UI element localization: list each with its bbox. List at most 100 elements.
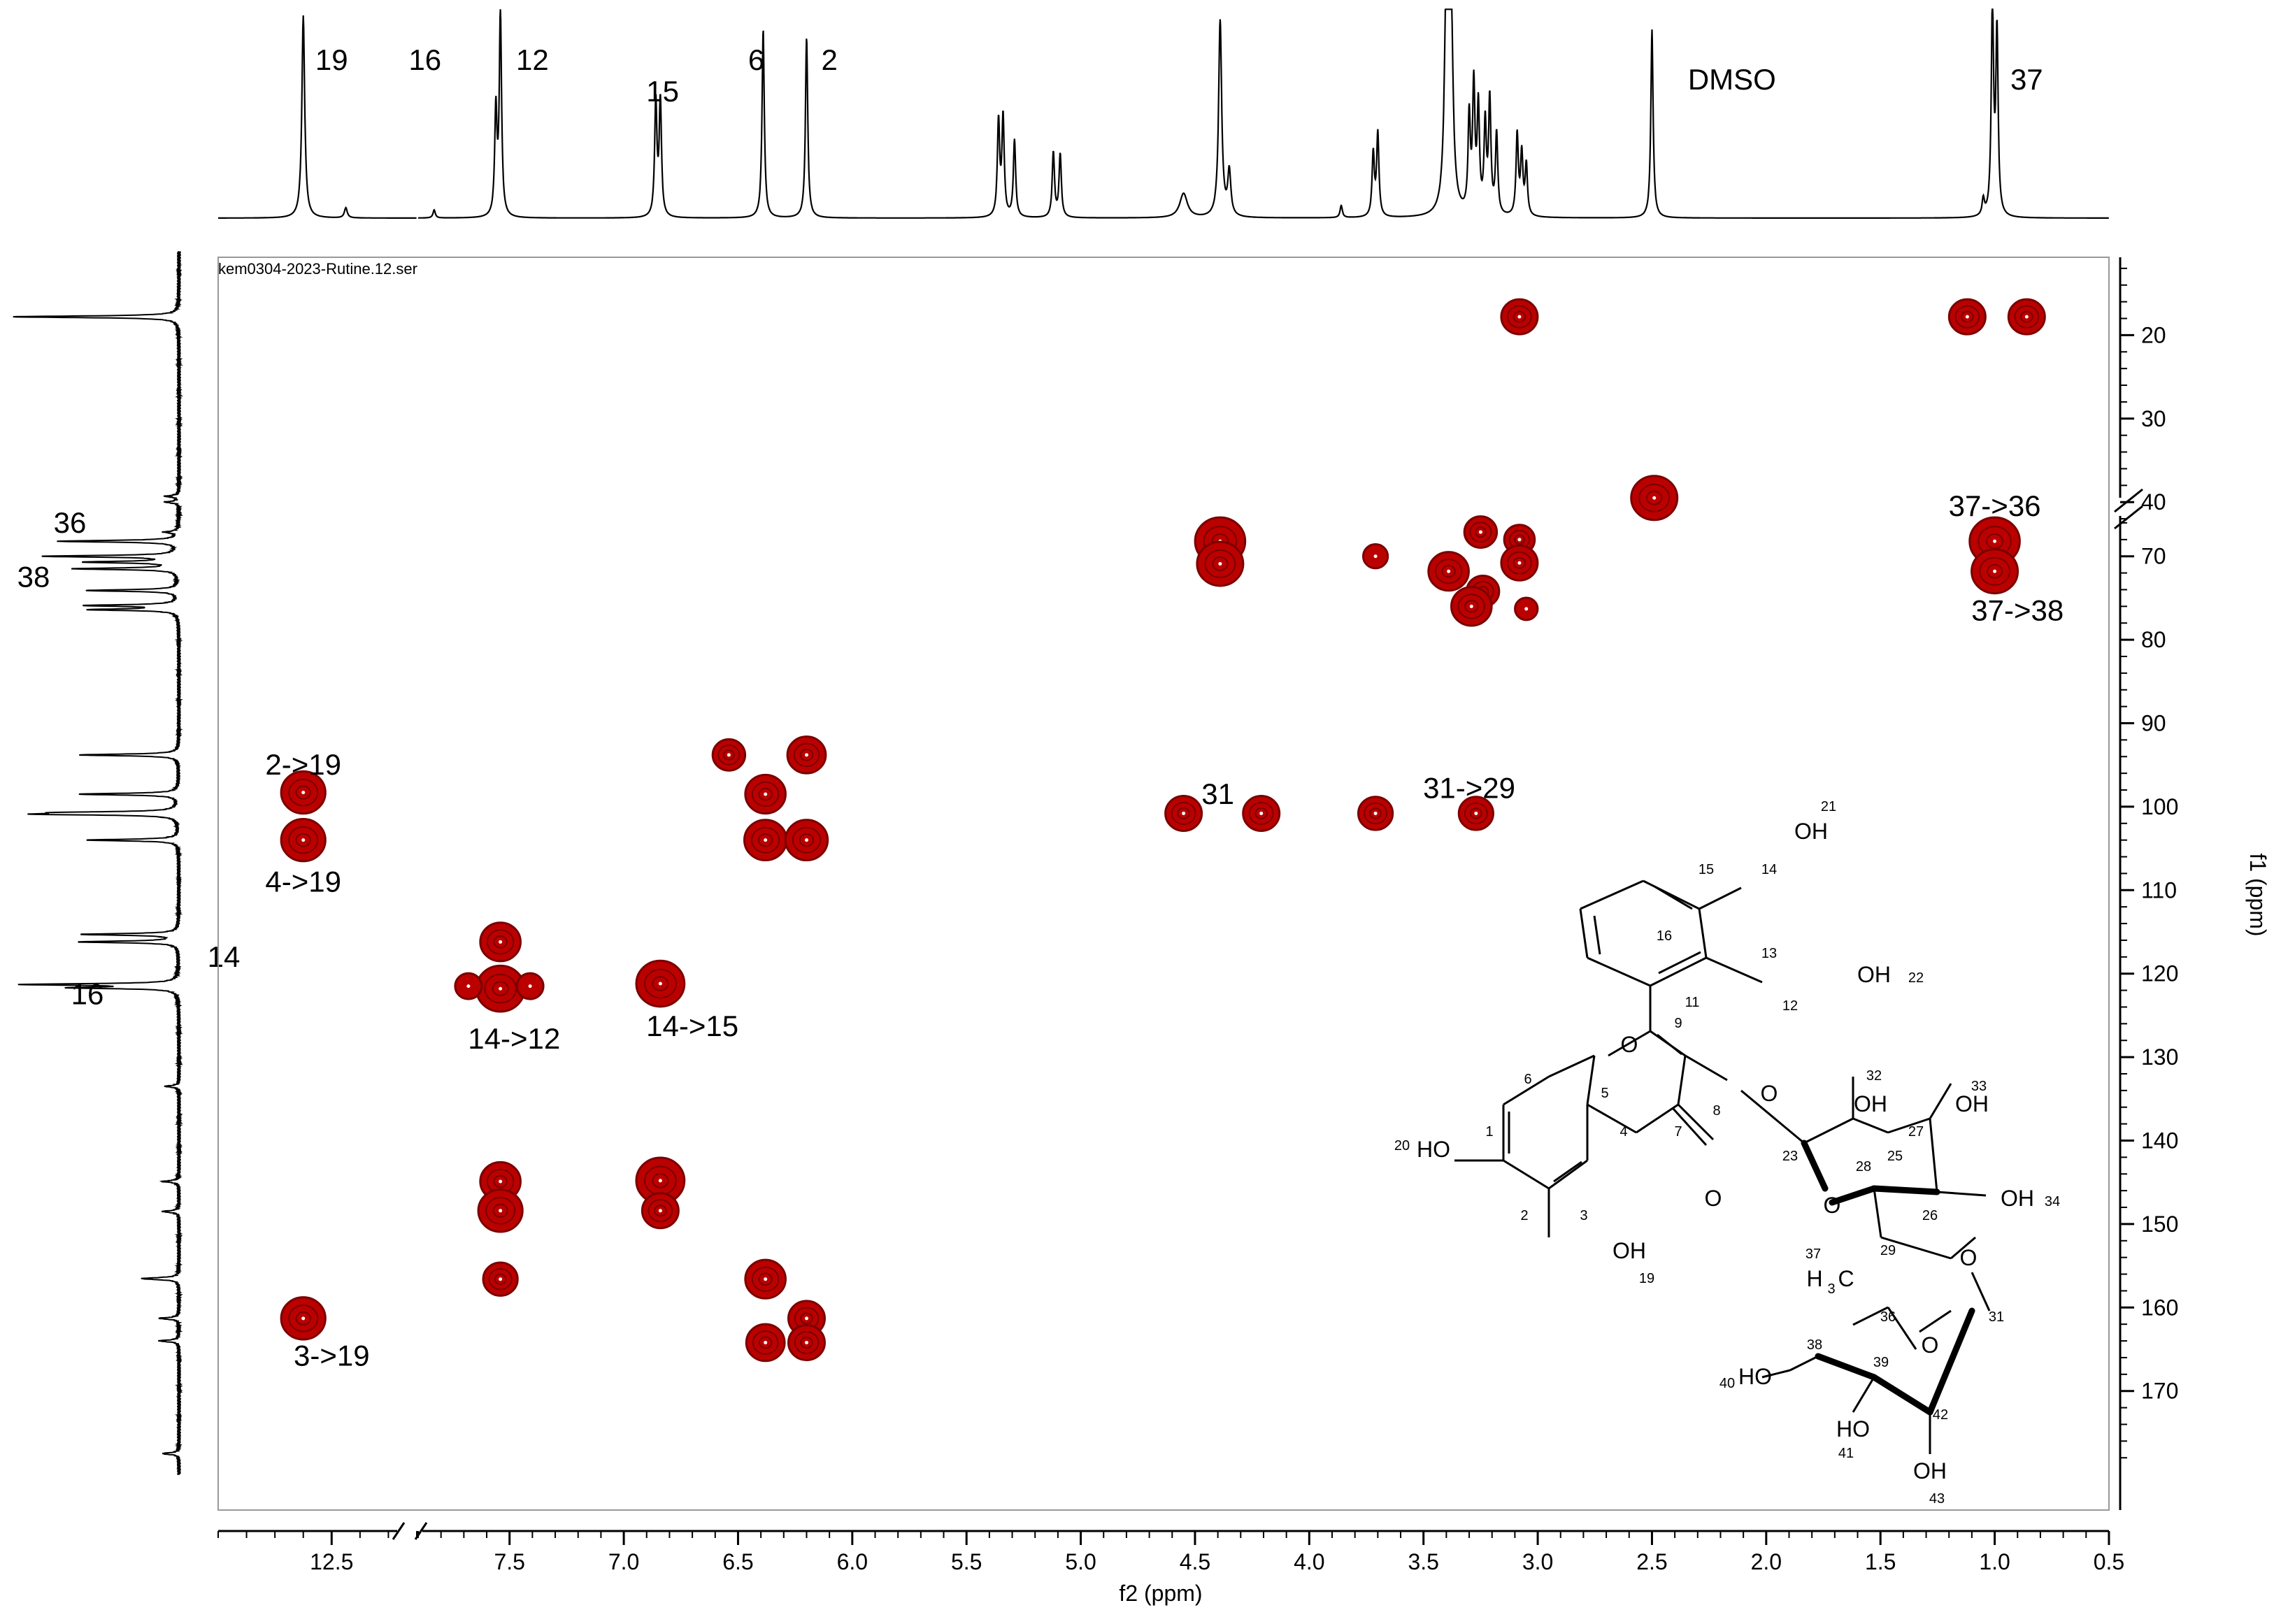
top-projection-spectrum: 19 16 12 15 6 2 DMSO 37 xyxy=(218,8,2109,219)
cross-peak xyxy=(280,817,327,863)
top-peak-label: 37 xyxy=(2010,63,2043,96)
atom-label: 34 xyxy=(2045,1194,2060,1209)
atom-label: O xyxy=(1922,1332,1939,1358)
bond-bold xyxy=(1801,1140,1829,1192)
bond xyxy=(1671,1107,1708,1147)
peak-annotation: 37->36 xyxy=(1949,489,2041,522)
y-tick-label: 140 xyxy=(2141,1128,2178,1154)
y-tick-label: 130 xyxy=(2141,1044,2178,1070)
atom-label: OH xyxy=(1955,1091,1989,1116)
cross-peak xyxy=(1463,515,1499,549)
top-peak-label: 19 xyxy=(315,43,348,76)
cross-peak xyxy=(1427,551,1470,592)
atom-label: OH xyxy=(1612,1238,1646,1263)
bond xyxy=(1657,1033,1682,1056)
atom-label: H xyxy=(1806,1266,1822,1291)
y-tick-label: 90 xyxy=(2141,711,2166,736)
top-projection-trace-left xyxy=(218,15,417,219)
bond xyxy=(1636,1103,1679,1134)
bond xyxy=(1761,1369,1791,1379)
atom-label: OH xyxy=(1857,962,1891,987)
peak-annotation: 31 xyxy=(1201,777,1234,810)
bond xyxy=(1971,1272,1991,1312)
bond xyxy=(1929,1083,1952,1119)
y-axis-label: f1 (ppm) xyxy=(2245,853,2271,936)
bond xyxy=(1852,1117,1889,1134)
cross-peak xyxy=(280,1296,327,1341)
x-tick-label: 1.0 xyxy=(1979,1549,2010,1574)
y-tick-label: 70 xyxy=(2141,544,2166,569)
atom-label: HO xyxy=(1836,1416,1870,1442)
bond-bold xyxy=(1871,1185,1940,1195)
bond xyxy=(1873,1188,1882,1238)
atom-label: 3 xyxy=(1827,1281,1835,1297)
x-tick-label: 6.0 xyxy=(837,1549,868,1574)
peak-annotation: 31->29 xyxy=(1423,772,1515,805)
y-axis-break-mark xyxy=(2114,488,2143,513)
x-tick-label: 0.5 xyxy=(2094,1549,2124,1574)
atom-label: 32 xyxy=(1866,1068,1882,1084)
bond xyxy=(1880,1236,1952,1260)
atom-label: 22 xyxy=(1908,970,1924,986)
plot-frame xyxy=(217,257,2110,1511)
top-peak-label: DMSO xyxy=(1688,63,1776,96)
bond xyxy=(1887,1307,1917,1350)
y-tick-label: 100 xyxy=(2141,794,2178,819)
cross-peak xyxy=(1357,796,1394,831)
atom-label: 3 xyxy=(1580,1208,1587,1223)
y-tick-label: 120 xyxy=(2141,961,2178,986)
y-tick-label: 110 xyxy=(2141,877,2177,903)
cross-peak xyxy=(482,1261,519,1297)
atom-label: 19 xyxy=(1639,1271,1654,1286)
atom-label: 2 xyxy=(1520,1208,1528,1223)
cross-peak xyxy=(2007,298,2046,336)
cross-peak xyxy=(1361,543,1389,570)
atom-label: O xyxy=(1761,1081,1778,1106)
bond xyxy=(1593,915,1601,955)
bond xyxy=(1553,1160,1582,1183)
cross-peak xyxy=(477,1188,524,1233)
atom-label: 43 xyxy=(1929,1491,1945,1507)
atom-label: HO xyxy=(1417,1137,1450,1162)
y-tick-label: 160 xyxy=(2141,1295,2178,1320)
left-peak-label: 16 xyxy=(71,978,104,1011)
cross-peak xyxy=(744,773,787,815)
atom-label: 23 xyxy=(1782,1149,1798,1164)
cross-peak xyxy=(635,1156,686,1205)
atom-label: 21 xyxy=(1821,799,1836,814)
x-axis: 12.5 7.5 7.0 6.5 6.0 5.5 5.0 4.5 4.0 3.5 3.0 2.5 2.0… xyxy=(217,1522,2124,1574)
bond xyxy=(1548,1054,1595,1078)
left-projection-trace-lower xyxy=(17,514,184,1475)
left-peak-label: 14 xyxy=(208,940,241,973)
top-peak-label: 15 xyxy=(646,75,679,108)
top-peak-label: 2 xyxy=(821,43,837,76)
bond xyxy=(1677,1055,1687,1105)
atom-label: 42 xyxy=(1933,1407,1948,1423)
atom-label: 37 xyxy=(1805,1246,1821,1262)
cross-peak xyxy=(641,1192,680,1230)
peak-annotation: 14->12 xyxy=(468,1022,560,1055)
cross-peak xyxy=(744,1258,787,1300)
bond xyxy=(1650,956,1707,987)
x-tick-label: 2.5 xyxy=(1636,1549,1667,1574)
left-peak-label: 36 xyxy=(54,506,87,539)
atom-label: 27 xyxy=(1908,1124,1924,1140)
top-projection-trace-right xyxy=(418,8,2109,219)
top-peak-label: 6 xyxy=(748,43,764,76)
atom-label: 29 xyxy=(1880,1243,1896,1258)
atom-label: 33 xyxy=(1971,1079,1987,1094)
atom-label: 20 xyxy=(1394,1138,1410,1154)
bond-bold xyxy=(1926,1307,1975,1416)
atom-label: 25 xyxy=(1887,1149,1903,1164)
atom-label: 38 xyxy=(1807,1337,1822,1353)
atom-label: 28 xyxy=(1856,1159,1871,1174)
atom-label: O xyxy=(1824,1193,1841,1218)
cross-peak xyxy=(1500,544,1539,582)
cross-peak xyxy=(1450,586,1493,627)
atom-label: OH xyxy=(1854,1091,1887,1116)
cross-peak xyxy=(479,921,522,963)
bond xyxy=(1929,1118,1938,1193)
atom-label: 13 xyxy=(1761,946,1777,961)
left-projection-trace-upper xyxy=(13,251,184,519)
